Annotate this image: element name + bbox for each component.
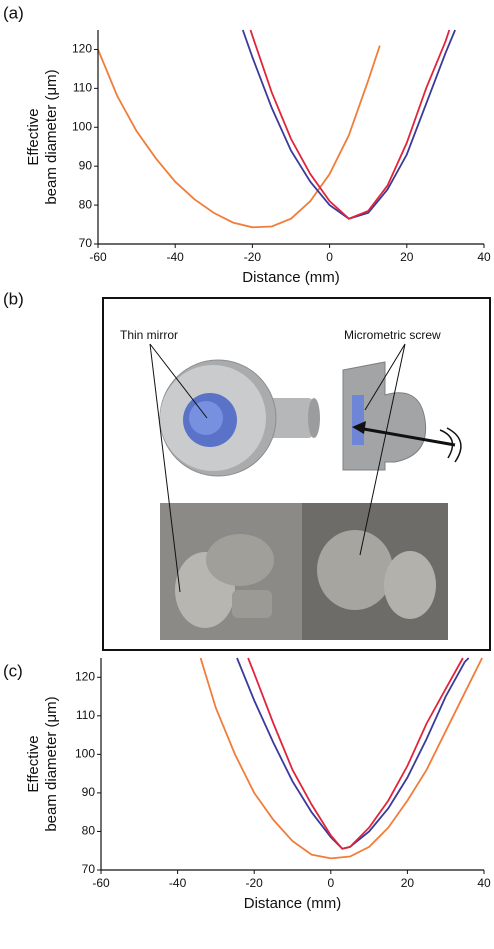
y-axis-label: beam diameter (μm)	[43, 696, 60, 831]
y-axis-label: beam diameter (μm)	[43, 69, 60, 204]
x-tick-label: 40	[477, 876, 491, 890]
arrow-head	[352, 421, 366, 434]
y-tick-label: 110	[73, 81, 92, 95]
y-tick-label: 110	[76, 708, 95, 722]
chart: 70 80 90 100 110 120 -60 -40 -20 0 20 40 Distance (m…	[25, 657, 491, 912]
panel-b: Thin mirror Micrometric screw	[102, 297, 491, 651]
rotation-arrow	[439, 427, 462, 463]
y-tick-label: 70	[79, 236, 93, 250]
y-tick-label: 90	[79, 158, 93, 172]
data-line	[247, 657, 464, 850]
y-axis-label: Effective	[25, 108, 42, 165]
x-axis-label: Distance (mm)	[242, 269, 340, 286]
callout-line	[149, 343, 208, 593]
x-tick-label: -20	[244, 250, 262, 264]
panel-label: (b)	[3, 289, 24, 308]
x-tick-label: 0	[326, 250, 333, 264]
panel-label: (c)	[3, 661, 23, 680]
y-tick-label: 120	[72, 42, 92, 56]
y-tick-label: 70	[82, 862, 96, 876]
section-mirror	[352, 395, 364, 445]
y-tick-label: 90	[82, 785, 96, 799]
data-line	[199, 657, 483, 860]
y-tick-label: 120	[75, 669, 95, 683]
callout: Thin mirror	[120, 328, 178, 342]
y-tick-label: 100	[75, 747, 95, 761]
x-tick-label: -40	[169, 876, 187, 890]
photo-part	[206, 534, 274, 586]
y-tick-label: 80	[82, 824, 96, 838]
panel-label: (a)	[3, 3, 24, 22]
y-tick-label: 80	[79, 197, 93, 211]
x-tick-label: -60	[92, 876, 110, 890]
shaft-end	[308, 398, 320, 438]
x-tick-label: 20	[400, 250, 414, 264]
data-line	[249, 29, 451, 220]
arrow	[357, 426, 456, 447]
y-axis-label: Effective	[25, 735, 42, 792]
x-tick-label: 40	[477, 250, 491, 264]
photo-part	[232, 590, 272, 618]
data-line	[97, 45, 381, 229]
x-tick-label: -60	[89, 250, 107, 264]
x-tick-label: -20	[246, 876, 264, 890]
mirror-glint	[189, 401, 223, 435]
x-tick-label: -40	[167, 250, 185, 264]
x-axis-label: Distance (mm)	[244, 895, 342, 912]
callout: Micrometric screw	[344, 328, 441, 342]
photo-part	[317, 530, 393, 610]
y-tick-label: 100	[72, 119, 92, 133]
photo-part	[384, 551, 436, 619]
callout-line	[359, 343, 406, 556]
x-tick-label: 0	[327, 876, 334, 890]
chart: 70 80 90 100 110 120 -60 -40 -20 0 20 40 Distance (m…	[25, 29, 491, 286]
x-tick-label: 20	[401, 876, 415, 890]
data-line	[241, 29, 456, 220]
